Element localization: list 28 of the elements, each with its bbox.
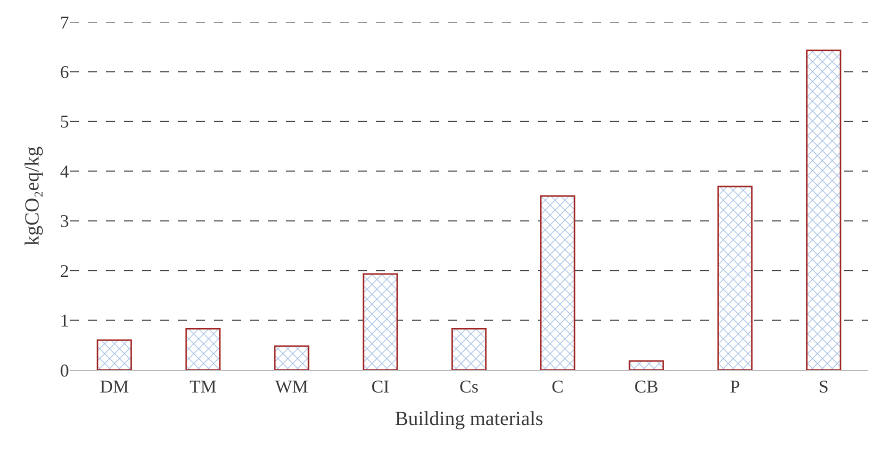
y-tick-label: 1 (60, 310, 69, 331)
x-tick-label: S (818, 376, 829, 397)
bar (185, 328, 221, 370)
bar (717, 186, 753, 370)
x-tick-label: CB (634, 376, 658, 397)
x-tick-label: Cs (459, 376, 479, 397)
bar (96, 339, 132, 370)
x-tick-label: CI (371, 376, 390, 397)
bar (362, 273, 398, 370)
y-tick-label: 6 (60, 62, 69, 82)
y-tick-label: 2 (60, 260, 69, 281)
bar (451, 328, 487, 370)
x-tick-label: WM (275, 376, 308, 397)
y-tick-label: 5 (60, 112, 69, 132)
y-axis-title: kgCO₂eq/kg (22, 146, 44, 246)
y-tick-label: 4 (60, 161, 69, 182)
bar (540, 195, 576, 370)
x-tick-label: TM (190, 376, 216, 397)
y-tick-label: 7 (60, 12, 69, 32)
y-tick-label: 3 (60, 211, 69, 232)
bar (274, 345, 310, 370)
y-tick-label: 0 (60, 360, 69, 380)
bar (806, 50, 842, 370)
x-tick-label: C (552, 376, 564, 397)
bar (628, 360, 664, 370)
x-tick-label: DM (100, 376, 129, 397)
x-axis-title: Building materials (394, 408, 544, 430)
x-tick-label: P (730, 376, 740, 397)
